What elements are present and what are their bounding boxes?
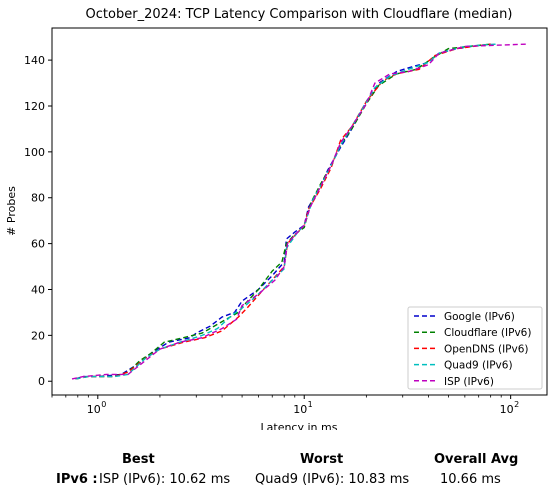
legend: Google (IPv6) Cloudflare (IPv6) OpenDNS (I… (407, 306, 543, 390)
x-axis-label: Latency in ms (261, 421, 338, 430)
x-tick-label: 10 (500, 403, 514, 416)
legend-entry: Quad9 (IPv6) (444, 360, 513, 372)
x-tick-label: 10 (293, 403, 307, 416)
x-tick-exponent: 2 (514, 400, 519, 409)
worst-value: Quad9 (IPv6): 10.83 ms (255, 472, 410, 487)
y-tick-label: 0 (38, 375, 45, 388)
legend-entry: OpenDNS (IPv6) (444, 343, 529, 355)
legend-entry: Cloudflare (IPv6) (444, 327, 531, 339)
worst-header: Worst (300, 452, 344, 467)
best-header: Best (122, 452, 155, 467)
series-lines (71, 43, 528, 380)
series-line-cloudflare-ipv6 (75, 43, 491, 380)
series-line-quad9-ipv6 (75, 43, 497, 380)
chart-title: October_2024: TCP Latency Comparison wit… (86, 7, 513, 22)
best-value: ISP (IPv6): 10.62 ms (99, 472, 231, 487)
y-tick-label: 40 (31, 283, 45, 296)
x-tick-label: 10 (87, 403, 101, 416)
overall-avg-header: Overall Avg (434, 452, 519, 467)
y-axis: 0 20 40 60 80 100 120 140 (24, 54, 52, 388)
y-axis-label: # Probes (5, 186, 18, 236)
legend-entry: ISP (IPv6) (444, 376, 494, 388)
y-tick-label: 60 (31, 238, 45, 251)
legend-entry: Google (IPv6) (444, 311, 515, 323)
x-tick-exponent: 1 (308, 400, 313, 409)
latency-cdf-chart: October_2024: TCP Latency Comparison wit… (5, 7, 548, 430)
overall-avg-value: 10.66 ms (440, 472, 501, 487)
ipv6-row-label: IPv6 : (56, 472, 98, 487)
legend-box (407, 306, 543, 390)
y-tick-label: 100 (24, 146, 45, 159)
y-tick-label: 20 (31, 329, 45, 342)
y-tick-label: 140 (24, 54, 45, 67)
y-tick-label: 120 (24, 100, 45, 113)
x-axis: 10 0 10 1 10 2 (51, 395, 519, 416)
series-line-isp-ipv6 (71, 43, 528, 380)
y-tick-label: 80 (31, 192, 45, 205)
x-tick-exponent: 0 (101, 400, 106, 409)
